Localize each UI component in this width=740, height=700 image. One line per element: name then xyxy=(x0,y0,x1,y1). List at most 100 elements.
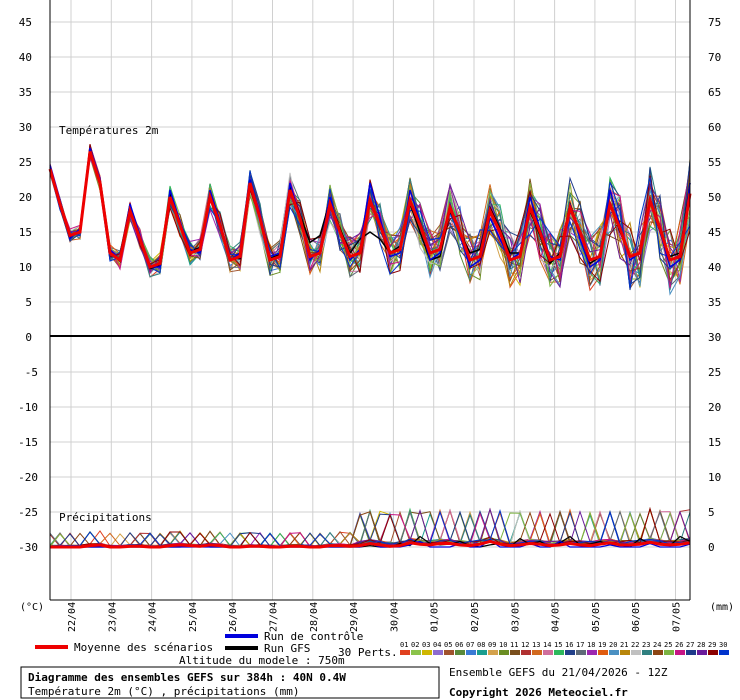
temp-left-tick: 15 xyxy=(19,226,32,239)
pert-number: 03 xyxy=(422,641,430,649)
pert-swatch xyxy=(620,650,630,655)
pert-swatch xyxy=(697,650,707,655)
legend-mean-label: Moyenne des scénarios xyxy=(74,641,213,654)
pert-swatch xyxy=(653,650,663,655)
temp-left-tick: 10 xyxy=(19,261,32,274)
temp-left-tick: 0 xyxy=(25,331,32,344)
footer-title: Diagramme des ensembles GEFS sur 384h : … xyxy=(28,671,346,684)
footer-subtitle: Température 2m (°C) , précipitations (mm… xyxy=(28,685,300,698)
temp-left-tick: 30 xyxy=(19,121,32,134)
date-tick-label: 04/05 xyxy=(551,602,562,632)
precip-mean-line xyxy=(50,539,691,549)
pert-number: 08 xyxy=(477,641,485,649)
pert-number: 01 xyxy=(400,641,408,649)
pert-number: 06 xyxy=(455,641,463,649)
pert-number: 28 xyxy=(697,641,705,649)
temp-left-tick: 20 xyxy=(19,191,32,204)
pert-swatch xyxy=(444,650,454,655)
pert-swatch xyxy=(400,650,410,655)
temp-right-tick: 60 xyxy=(708,121,721,134)
pert-number: 09 xyxy=(488,641,496,649)
pert-swatch xyxy=(664,650,674,655)
temp-member-line xyxy=(49,149,691,289)
axes xyxy=(49,0,691,601)
pert-swatch xyxy=(576,650,586,655)
pert-swatch xyxy=(686,650,696,655)
temp-right-tick: 70 xyxy=(708,51,721,64)
temp-mean-line xyxy=(48,151,692,269)
pert-number: 30 xyxy=(719,641,727,649)
temp-right-tick: 30 xyxy=(708,331,721,344)
precip-right-tick: 5 xyxy=(708,506,715,519)
date-tick-label: 23/04 xyxy=(107,602,118,632)
date-tick-label: 27/04 xyxy=(269,602,280,632)
date-tick-label: 01/05 xyxy=(430,602,441,632)
temp-right-tick: 50 xyxy=(708,191,721,204)
pert-swatch xyxy=(521,650,531,655)
pert-number: 02 xyxy=(411,641,419,649)
pert-number: 07 xyxy=(466,641,474,649)
pert-swatch xyxy=(719,650,729,655)
pert-swatch xyxy=(477,650,487,655)
date-tick-label: 29/04 xyxy=(349,602,360,632)
precip-left-tick: -20 xyxy=(18,471,38,484)
pert-number: 23 xyxy=(642,641,650,649)
date-tick-label: 25/04 xyxy=(188,602,199,632)
main-series xyxy=(48,147,692,549)
pert-number: 22 xyxy=(631,641,639,649)
precip-left-tick: -30 xyxy=(18,541,38,554)
legend-gfs-label: Run GFS xyxy=(264,642,310,655)
temp-member-line xyxy=(49,154,691,286)
temp-right-tick: 55 xyxy=(708,156,721,169)
pert-swatch xyxy=(598,650,608,655)
precip-left-tick: -15 xyxy=(18,436,38,449)
legend-control-label: Run de contrôle xyxy=(264,630,363,643)
pert-number: 17 xyxy=(576,641,584,649)
pert-swatch xyxy=(532,650,542,655)
perturbation-legend: 01 02 03 04 05 06 07 08 09 10 11 12 13 14 15 16 17 18 19 20… xyxy=(400,641,729,655)
pert-number: 18 xyxy=(587,641,595,649)
pert-swatch xyxy=(554,650,564,655)
temp-right-tick: 45 xyxy=(708,226,721,239)
pert-swatch xyxy=(411,650,421,655)
temp-member-line xyxy=(49,143,691,283)
axis-labels: 22/04 23/04 24/04 25/04 26/04 27/04 28/04 29/04… xyxy=(18,16,721,632)
precip-left-tick: -10 xyxy=(18,401,38,414)
temp-left-tick: 35 xyxy=(19,86,32,99)
date-tick-label: 03/05 xyxy=(510,602,521,632)
pert-swatch xyxy=(433,650,443,655)
pert-swatch xyxy=(587,650,597,655)
pert-number: 15 xyxy=(554,641,562,649)
pert-number: 14 xyxy=(543,641,551,649)
pert-number: 24 xyxy=(653,641,661,649)
temp-right-tick: 75 xyxy=(708,16,721,29)
precip-right-tick: 25 xyxy=(708,366,721,379)
date-tick-label: 22/04 xyxy=(67,602,78,632)
pert-number: 11 xyxy=(510,641,518,649)
pert-swatch xyxy=(499,650,509,655)
footer-box xyxy=(20,666,440,699)
pert-number: 29 xyxy=(708,641,716,649)
pert-swatch xyxy=(510,650,520,655)
pert-number: 04 xyxy=(433,641,441,649)
temp-right-tick: 40 xyxy=(708,261,721,274)
pert-swatch xyxy=(543,650,553,655)
precip-right-tick: 10 xyxy=(708,471,721,484)
perturbations-label: 30 Perts. xyxy=(338,646,398,659)
date-tick-label: 07/05 xyxy=(672,602,683,632)
temp-left-tick: 25 xyxy=(19,156,32,169)
date-tick-label: 02/05 xyxy=(470,602,481,632)
pert-swatch xyxy=(642,650,652,655)
temperature-panel-label: Températures 2m xyxy=(59,124,159,137)
pert-number: 25 xyxy=(664,641,672,649)
precip-left-tick: -5 xyxy=(25,366,38,379)
right-unit-label: (mm) xyxy=(710,602,734,613)
precip-right-tick: 15 xyxy=(708,436,721,449)
pert-number: 12 xyxy=(521,641,529,649)
pert-number: 26 xyxy=(675,641,683,649)
pert-number: 27 xyxy=(686,641,694,649)
ensemble-run-label: Ensemble GEFS du 21/04/2026 - 12Z xyxy=(449,666,668,679)
precip-left-tick: -25 xyxy=(18,506,38,519)
pert-swatch xyxy=(488,650,498,655)
